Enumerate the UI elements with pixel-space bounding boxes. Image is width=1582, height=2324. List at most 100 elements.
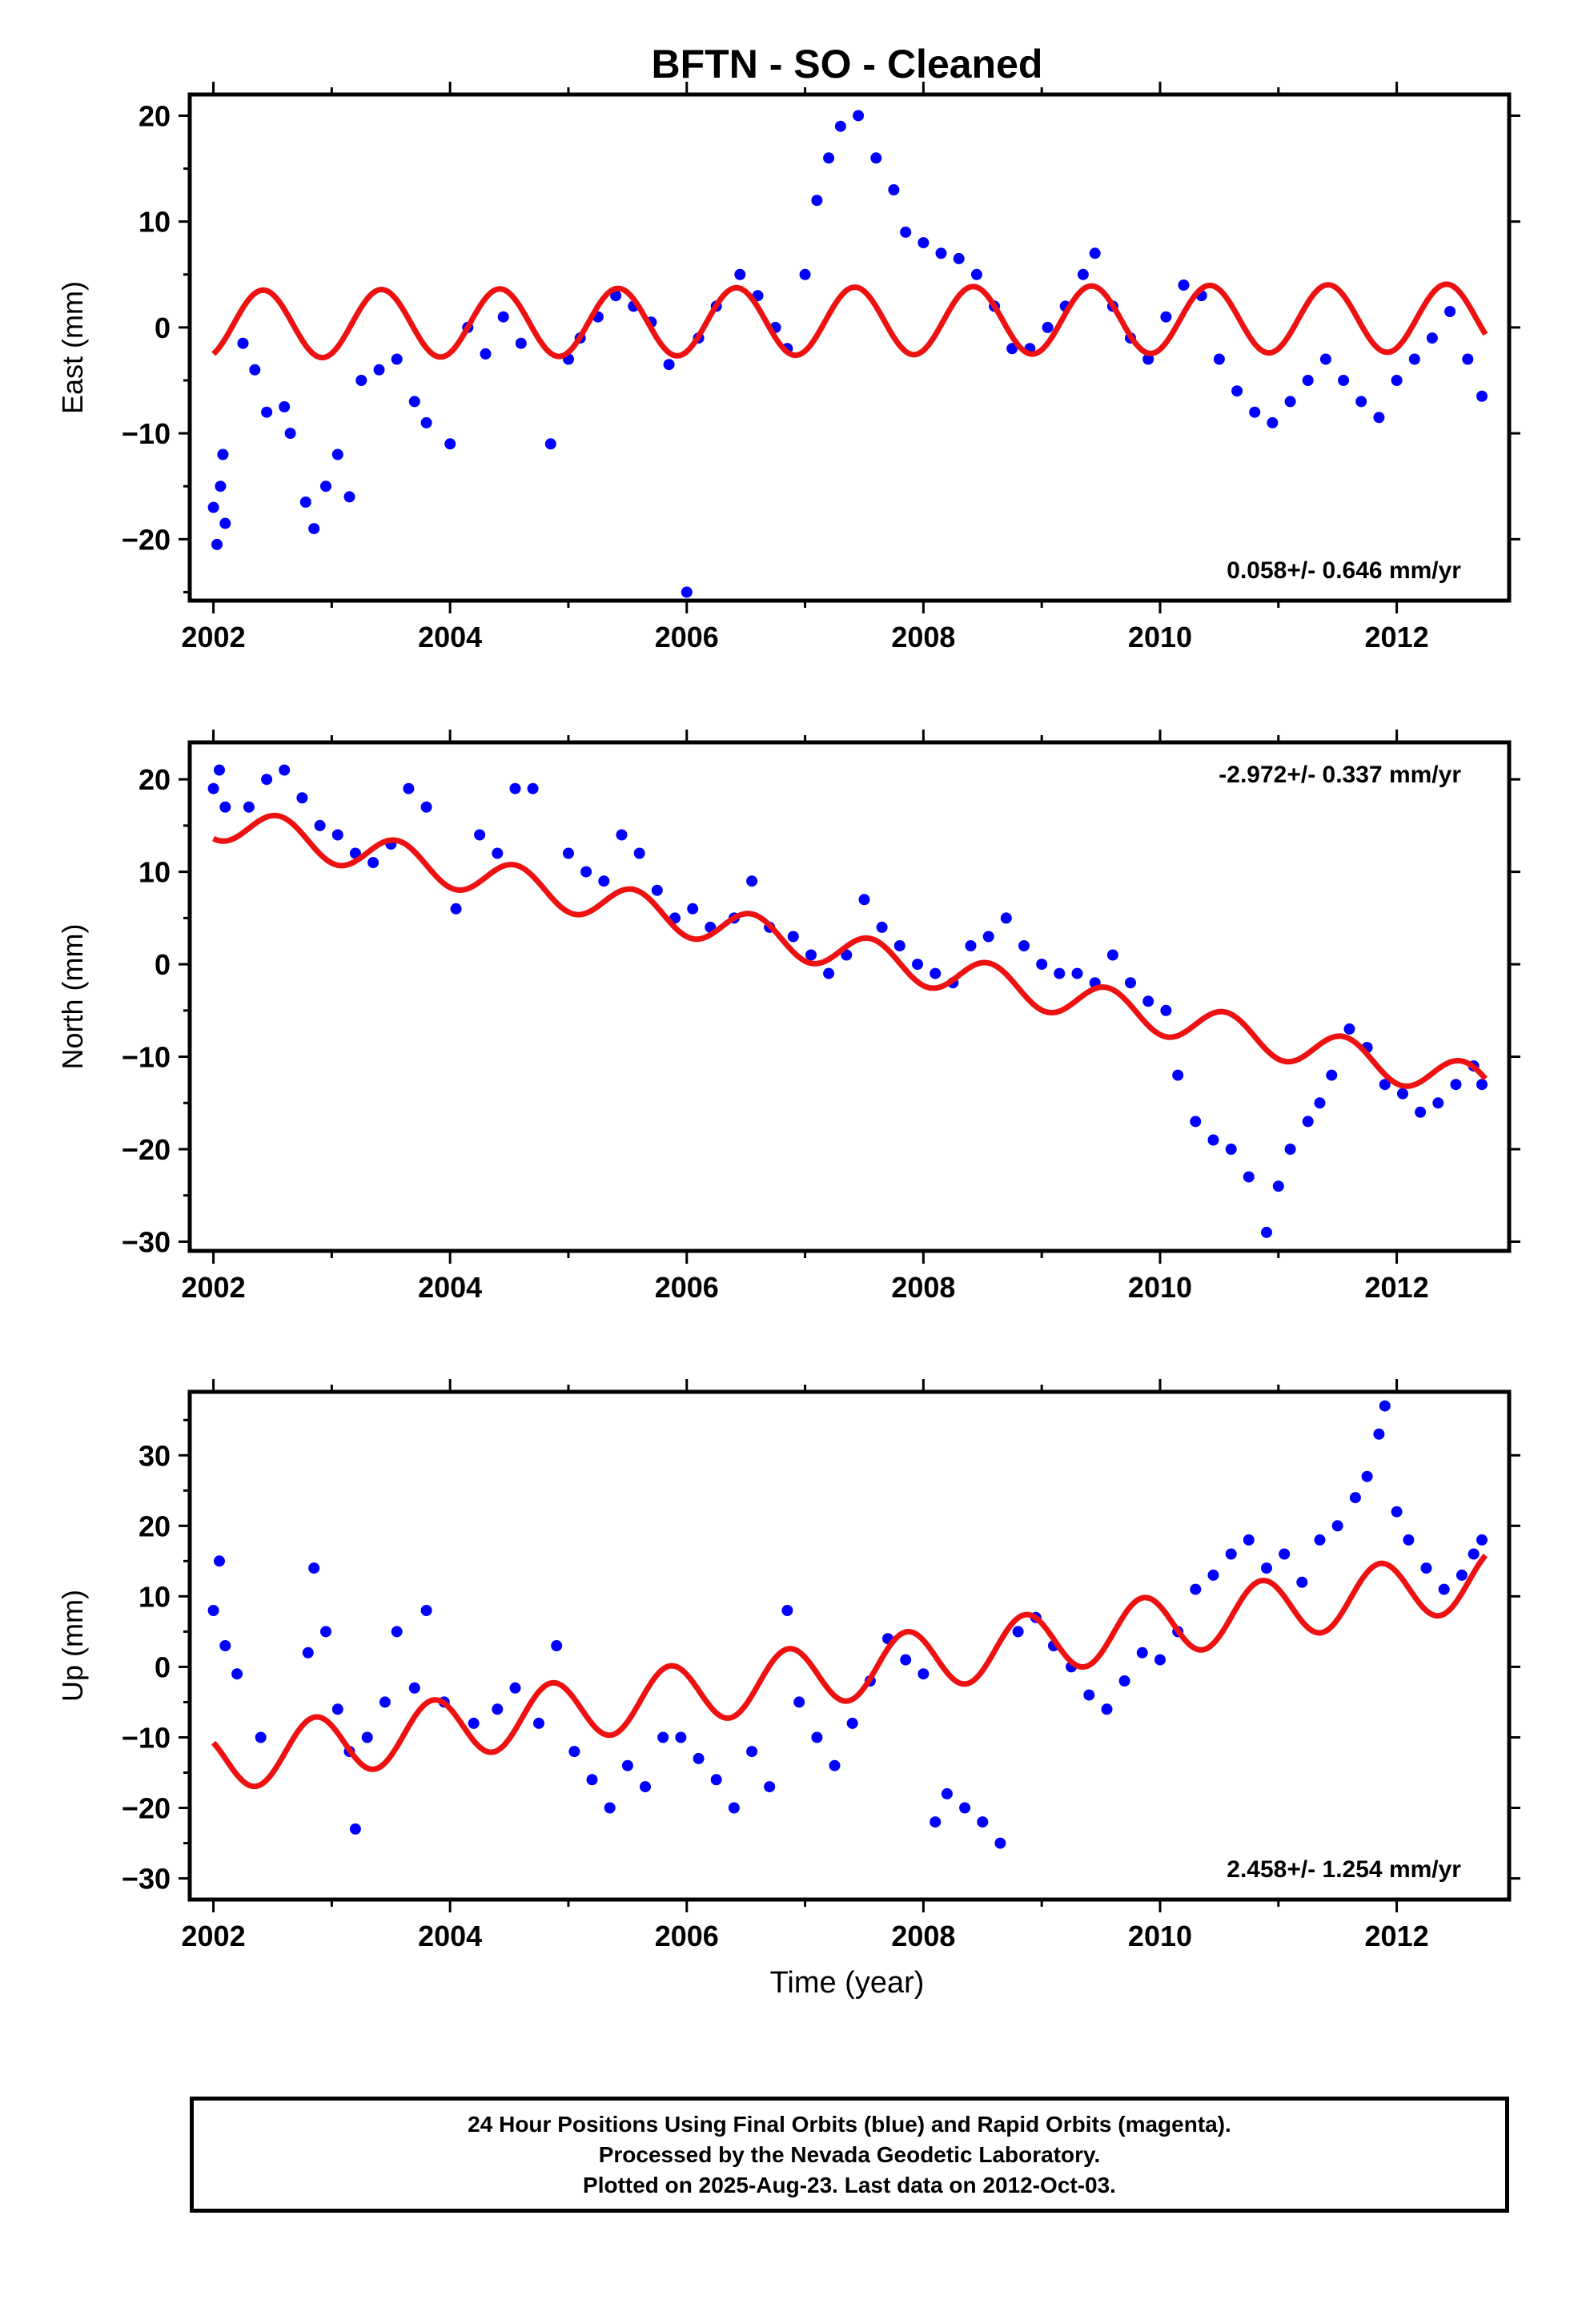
data-point [1213, 353, 1225, 365]
data-point [211, 538, 223, 550]
data-point [1207, 1569, 1219, 1581]
chart-title: BFTN - SO - Cleaned [652, 42, 1043, 86]
y-tick-label: −20 [122, 1133, 171, 1166]
data-point [299, 497, 311, 508]
data-point [900, 1654, 912, 1666]
data-point [214, 764, 225, 776]
data-point [787, 931, 799, 943]
y-tick-label: 0 [155, 312, 171, 344]
data-point [1476, 1534, 1488, 1546]
data-point [1261, 1562, 1272, 1574]
data-point [1279, 1548, 1291, 1560]
model-curve [212, 812, 1488, 1089]
data-point [1225, 1144, 1237, 1155]
data-point [1207, 1134, 1219, 1146]
data-point [568, 1746, 580, 1758]
data-point [1355, 396, 1367, 408]
data-point [982, 931, 994, 943]
y-tick-label: −10 [122, 417, 171, 450]
data-point [1415, 1106, 1427, 1118]
data-point [480, 348, 492, 360]
data-point [261, 774, 273, 786]
data-point [450, 903, 462, 915]
data-point [308, 523, 320, 535]
data-point [710, 1774, 722, 1786]
data-point [799, 268, 811, 280]
data-point [870, 152, 882, 164]
data-point [1125, 977, 1136, 989]
y-tick-label: 10 [139, 206, 171, 239]
data-point [793, 1696, 805, 1708]
data-point [563, 847, 574, 859]
data-point [746, 875, 758, 887]
data-point [408, 396, 420, 408]
data-point [930, 967, 942, 979]
data-point [1036, 959, 1048, 971]
data-point [858, 894, 870, 906]
data-point [408, 1682, 420, 1694]
data-point [675, 1731, 687, 1743]
plot-frame [187, 92, 1512, 603]
data-point [893, 940, 905, 951]
data-point [1243, 1171, 1255, 1183]
model-curve [211, 1554, 1488, 1790]
data-point [420, 1605, 432, 1616]
x-tick-label: 2010 [1128, 621, 1192, 653]
data-point [977, 1816, 989, 1828]
data-point [1160, 311, 1172, 323]
x-axis-label: Time (year) [770, 1966, 925, 2000]
data-point [320, 1626, 331, 1638]
y-tick-label: −30 [122, 1863, 171, 1896]
rate-annotation: -2.972+/- 0.337 mm/yr [1219, 762, 1461, 788]
panel-0: 2002 2004 2006 2008 2010 2012 −20 −10 0 10 20 East … [56, 82, 1520, 653]
data-point [941, 1787, 953, 1799]
y-tick-label: 20 [139, 763, 171, 796]
data-point [1118, 1675, 1130, 1687]
data-point [349, 1823, 361, 1835]
data-point [746, 1746, 758, 1758]
data-point [604, 1802, 616, 1814]
data-point [823, 152, 835, 164]
data-point [544, 438, 556, 450]
data-point [1343, 1023, 1355, 1035]
data-point [367, 857, 379, 869]
data-point [1106, 949, 1118, 961]
data-point [349, 847, 361, 859]
data-point [551, 1640, 563, 1651]
data-point [917, 237, 930, 249]
x-tick-label: 2012 [1365, 621, 1429, 653]
rate-annotation: 0.058+/- 0.646 mm/yr [1227, 557, 1461, 584]
data-point [1077, 268, 1089, 280]
data-point [1054, 967, 1066, 979]
data-point [598, 875, 610, 887]
y-tick-label: 0 [155, 1651, 171, 1683]
data-point [853, 110, 865, 122]
data-point [331, 829, 343, 841]
x-tick-label: 2008 [891, 1271, 955, 1304]
data-layer [207, 1400, 1488, 1849]
data-point [1284, 396, 1296, 408]
data-point [474, 829, 486, 841]
data-point [497, 311, 509, 323]
data-point [527, 782, 539, 794]
data-point [734, 268, 746, 280]
data-point [391, 1626, 403, 1638]
y-tick-label: −30 [122, 1225, 171, 1258]
data-point [492, 847, 504, 859]
data-point [243, 801, 255, 813]
data-point [1456, 1569, 1468, 1581]
footer-line-3: Plotted on 2025-Aug-23. Last data on 201… [583, 2172, 1116, 2197]
data-point [1432, 1097, 1444, 1109]
y-axis-label: Up (mm) [56, 1590, 89, 1702]
data-point [1042, 321, 1054, 333]
data-point [1373, 412, 1385, 424]
panel-2: 2002 2004 2006 2008 2010 2012 −30 −20 −10 0 10 20 30… [56, 1379, 1520, 1952]
data-point [1190, 1583, 1202, 1595]
data-point [1444, 306, 1456, 317]
data-point [320, 480, 331, 493]
y-tick-label: −20 [122, 1792, 171, 1825]
data-point [207, 782, 219, 794]
data-point [284, 428, 296, 440]
data-point [1284, 1144, 1296, 1155]
